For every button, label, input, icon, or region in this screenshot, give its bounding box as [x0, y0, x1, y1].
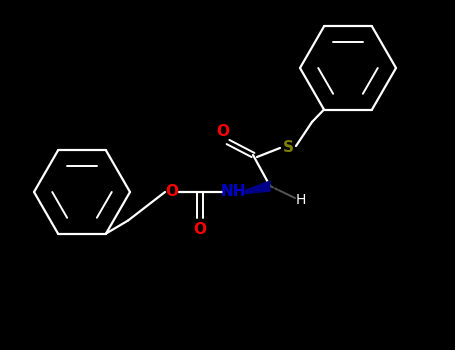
Text: O: O: [166, 184, 178, 200]
Text: H: H: [296, 193, 306, 207]
Text: NH: NH: [220, 184, 246, 200]
Text: O: O: [217, 125, 229, 140]
Polygon shape: [245, 181, 270, 194]
Text: S: S: [283, 140, 293, 155]
Text: O: O: [193, 223, 207, 238]
